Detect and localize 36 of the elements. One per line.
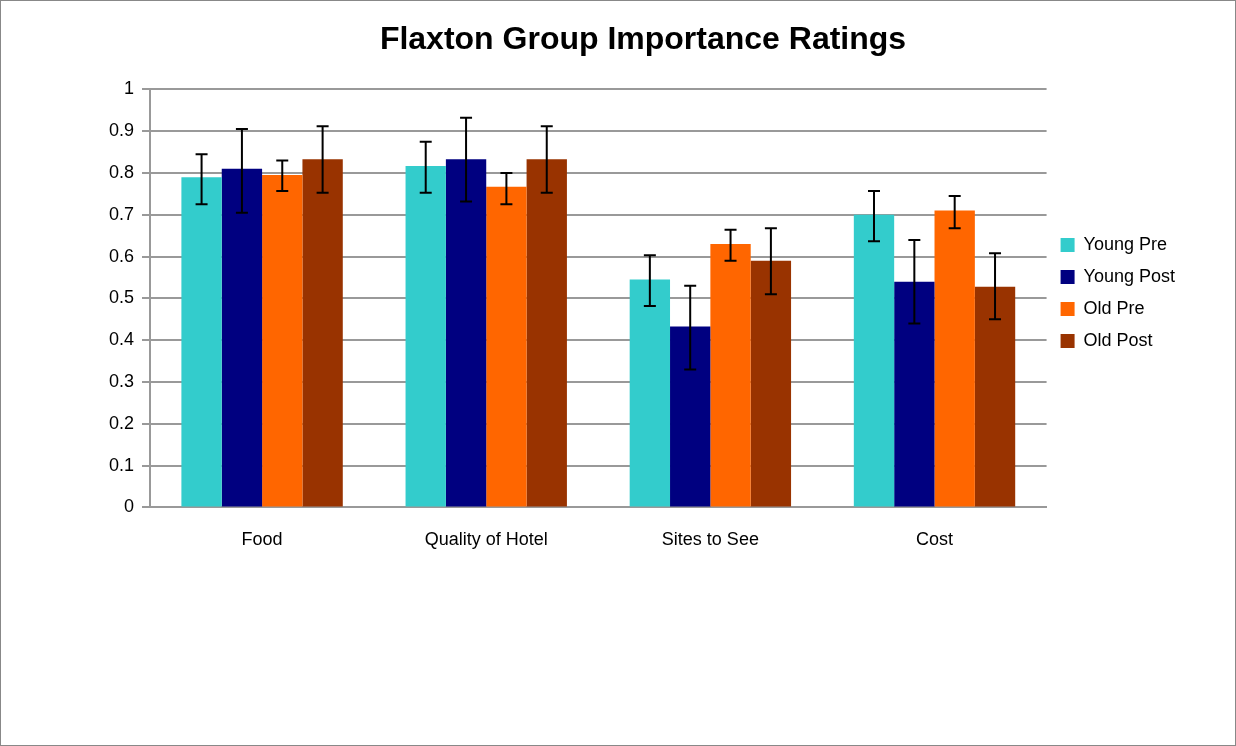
y-tick-label: 0.3 (108, 370, 135, 391)
legend-label: Old Post (1083, 329, 1153, 350)
y-tick-label: 0 (124, 496, 135, 517)
legend-label: Young Pre (1083, 233, 1168, 254)
x-tick-label: Cost (916, 529, 954, 550)
y-tick-label: 0.6 (108, 245, 135, 266)
y-tick-label: 0.5 (108, 287, 135, 308)
y-tick-label: 0.4 (108, 329, 135, 350)
x-tick-label: Quality of Hotel (424, 529, 548, 550)
y-tick-label: 0.8 (108, 161, 135, 182)
x-tick-label: Food (241, 529, 283, 550)
bar (262, 175, 303, 507)
bar (974, 286, 1016, 507)
y-tick-label: 0.1 (108, 454, 135, 475)
x-tick-label: Sites to See (661, 529, 759, 550)
bar (405, 165, 446, 507)
y-tick-label: 0.7 (108, 203, 135, 224)
bar (710, 244, 751, 507)
y-tick-label: 0.9 (108, 120, 135, 141)
bar (934, 210, 975, 507)
bar (526, 159, 567, 507)
bar (670, 326, 711, 507)
bar (486, 186, 527, 507)
bar (221, 168, 263, 507)
bar (181, 177, 222, 507)
bar (629, 279, 671, 507)
bar (894, 281, 935, 507)
bar (302, 159, 343, 507)
chart-title: Flaxton Group Importance Ratings (379, 20, 907, 57)
y-tick-label: 1 (124, 78, 135, 99)
bar (445, 159, 487, 507)
y-tick-label: 0.2 (108, 412, 135, 433)
legend-label: Young Post (1083, 265, 1176, 286)
bar (853, 214, 895, 507)
bar (750, 260, 792, 507)
legend-label: Old Pre (1083, 297, 1145, 318)
